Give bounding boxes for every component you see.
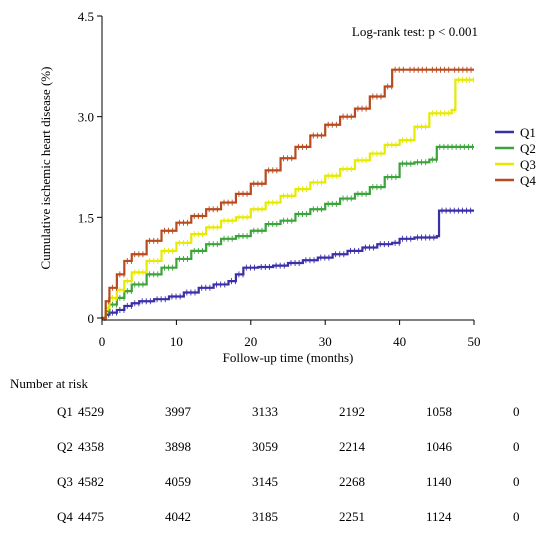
risk-cell: 1046 xyxy=(426,439,452,454)
series-line-q3 xyxy=(102,78,474,320)
risk-cell: 1124 xyxy=(426,509,452,524)
y-axis-label: Cumulative ischemic heart disease (%) xyxy=(38,67,53,270)
risk-cell: 4529 xyxy=(78,404,104,419)
series-line-q4 xyxy=(102,68,474,320)
risk-cell: 4358 xyxy=(78,439,104,454)
censor-marks-q4 xyxy=(104,66,472,321)
censor-marks-q2 xyxy=(104,143,473,321)
plot-area xyxy=(102,66,475,321)
y-tick-label: 3.0 xyxy=(78,110,94,125)
risk-table-title: Number at risk xyxy=(10,376,88,391)
risk-row-q4: Q4 4475 4042 3185 2251 1124 0 xyxy=(0,509,550,527)
risk-row-q3: Q3 4582 4059 3145 2268 1140 0 xyxy=(0,474,550,492)
x-tick-label: 10 xyxy=(170,334,183,349)
legend-label-q1: Q1 xyxy=(520,125,536,140)
risk-cell: 4042 xyxy=(165,509,191,524)
risk-row-label: Q3 xyxy=(57,474,73,489)
risk-cell: 4582 xyxy=(78,474,104,489)
log-rank-annotation: Log-rank test: p < 0.001 xyxy=(352,24,478,39)
risk-cell: 3997 xyxy=(165,404,191,419)
risk-cell: 4475 xyxy=(78,509,104,524)
risk-cell: 2192 xyxy=(339,404,365,419)
y-tick-label: 4.5 xyxy=(78,9,94,24)
x-tick-label: 40 xyxy=(393,334,406,349)
y-tick-label: 0 xyxy=(88,311,95,326)
x-tick-label: 0 xyxy=(99,334,106,349)
risk-cell: 3059 xyxy=(252,439,278,454)
series-line-q2 xyxy=(102,145,474,320)
legend-label-q3: Q3 xyxy=(520,157,536,172)
x-tick-label: 20 xyxy=(244,334,257,349)
risk-cell: 3133 xyxy=(252,404,278,419)
risk-cell: 0 xyxy=(513,474,520,489)
risk-cell: 1140 xyxy=(426,474,452,489)
risk-row-label: Q1 xyxy=(57,404,73,419)
risk-cell: 2268 xyxy=(339,474,365,489)
risk-cell: 2214 xyxy=(339,439,365,454)
censor-marks-q3 xyxy=(104,76,475,321)
risk-row-label: Q2 xyxy=(57,439,73,454)
legend-label-q4: Q4 xyxy=(520,173,536,188)
legend-label-q2: Q2 xyxy=(520,141,536,156)
risk-cell: 2251 xyxy=(339,509,365,524)
risk-cell: 3145 xyxy=(252,474,278,489)
risk-cell: 4059 xyxy=(165,474,191,489)
risk-row-q2: Q2 4358 3898 3059 2214 1046 0 xyxy=(0,439,550,457)
risk-cell: 0 xyxy=(513,439,520,454)
risk-row-label: Q4 xyxy=(57,509,73,524)
x-axis-label: Follow-up time (months) xyxy=(223,350,354,365)
risk-cell: 3185 xyxy=(252,509,278,524)
series-line-q1 xyxy=(102,209,474,320)
risk-cell: 0 xyxy=(513,404,520,419)
risk-cell: 3898 xyxy=(165,439,191,454)
risk-cell: 0 xyxy=(513,509,520,524)
x-tick-label: 50 xyxy=(468,334,481,349)
axes: 0 1.5 3.0 4.5 0 10 20 30 40 50 xyxy=(78,9,481,349)
risk-cell: 1058 xyxy=(426,404,452,419)
risk-row-q1: Q1 4529 3997 3133 2192 1058 0 xyxy=(0,404,550,422)
x-tick-label: 30 xyxy=(319,334,332,349)
y-tick-label: 1.5 xyxy=(78,210,94,225)
